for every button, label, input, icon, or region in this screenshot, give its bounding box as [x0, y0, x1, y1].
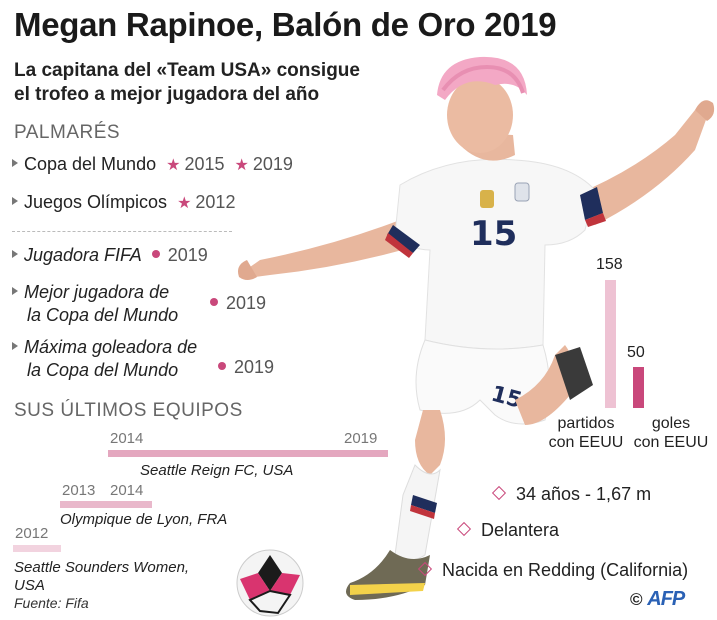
team-bar-sounders — [13, 545, 61, 552]
palmares-divider — [12, 231, 232, 232]
team-start-year: 2014 — [110, 430, 144, 447]
dot-icon — [210, 298, 218, 307]
fact-text: Nacida en Redding (California) — [442, 560, 689, 580]
diamond-icon — [417, 562, 433, 577]
team-bar-seattle-reign — [108, 450, 388, 457]
diamond-icon — [491, 486, 507, 501]
subtitle-line-2: el trofeo a mejor jugadora del año — [14, 84, 320, 105]
player-photo: 15 15 — [238, 56, 715, 600]
football-graphic — [236, 549, 304, 617]
dot-icon — [218, 362, 226, 371]
goals-label-line-1: goles — [651, 415, 691, 432]
afp-logo: AFP — [647, 588, 685, 610]
award-year-wrap: 2019 — [200, 293, 266, 314]
team-end-year: 2019 — [344, 430, 378, 447]
goals-label: goles con EEUU — [628, 414, 714, 452]
award-row-best-player: Mejor jugadora de — [12, 282, 169, 303]
award-row-top-scorer: Máxima goleadora de — [12, 337, 197, 358]
diamond-icon — [456, 522, 472, 537]
team-name: Seattle Sounders Women, — [14, 559, 190, 576]
subtitle-line-1: La capitana del «Team USA» consigue — [14, 60, 360, 81]
fact-age-height: 34 años - 1,67 m — [491, 484, 652, 505]
bullet-triangle-icon — [12, 250, 18, 259]
page-title: Megan Rapinoe, Balón de Oro 2019 — [14, 6, 557, 43]
palmares-year: 2012 — [195, 192, 236, 212]
matches-label-line-1: partidos — [557, 415, 615, 432]
star-icon: ★ — [166, 157, 181, 174]
bullet-triangle-icon — [12, 342, 18, 351]
goals-label-line-2: con EEUU — [633, 434, 709, 451]
fact-birthplace: Nacida en Redding (California) — [417, 560, 689, 581]
palmares-year: 2019 — [252, 154, 293, 174]
team-start-year: 2013 — [62, 482, 96, 499]
award-year: 2019 — [167, 245, 208, 265]
palmares-label: Copa del Mundo — [24, 154, 157, 174]
team-end-year: 2014 — [110, 482, 144, 499]
dot-icon — [151, 250, 160, 259]
source-note: Fuente: Fifa — [14, 595, 89, 611]
award-label: Máxima goleadora de — [24, 337, 198, 357]
award-year: 2019 — [234, 357, 275, 377]
matches-value: 158 — [596, 256, 623, 273]
palmares-year: 2015 — [184, 154, 225, 174]
matches-bar — [605, 280, 616, 408]
star-icon: ★ — [177, 195, 192, 212]
team-bar-lyon — [60, 501, 152, 508]
palmares-label: Juegos Olímpicos — [24, 192, 168, 212]
copyright-symbol: © — [630, 590, 643, 609]
palmares-heading: PALMARÉS — [14, 122, 121, 143]
matches-label-line-2: con EEUU — [548, 434, 624, 451]
svg-text:15: 15 — [470, 214, 517, 254]
fact-text: Delantera — [481, 520, 560, 540]
team-name-line-2: USA — [14, 577, 45, 594]
award-year-wrap: 2019 — [208, 357, 274, 378]
award-label: Mejor jugadora de — [24, 282, 170, 302]
award-row-fifa: Jugadora FIFA 2019 — [12, 245, 208, 266]
teams-heading: SUS ÚLTIMOS EQUIPOS — [14, 400, 243, 421]
award-label: Jugadora FIFA — [24, 245, 142, 265]
fact-text: 34 años - 1,67 m — [516, 484, 652, 504]
palmares-row-world-cup: Copa del Mundo ★ 2015 ★ 2019 — [12, 154, 293, 175]
bullet-triangle-icon — [12, 197, 18, 206]
palmares-row-olympics: Juegos Olímpicos ★ 2012 — [12, 192, 235, 213]
team-start-year: 2012 — [15, 525, 49, 542]
afp-credit: © AFP — [630, 588, 685, 611]
team-name: Seattle Reign FC, USA — [140, 462, 294, 479]
bullet-triangle-icon — [12, 287, 18, 296]
award-label-line-2: la Copa del Mundo — [27, 305, 179, 325]
fact-position: Delantera — [456, 520, 560, 541]
goals-value: 50 — [627, 344, 645, 361]
award-label-line-2: la Copa del Mundo — [27, 360, 179, 380]
award-year: 2019 — [226, 293, 267, 313]
goals-bar — [633, 367, 644, 408]
bullet-triangle-icon — [12, 159, 18, 168]
star-icon: ★ — [234, 157, 249, 174]
matches-label: partidos con EEUU — [536, 414, 636, 452]
team-name: Olympique de Lyon, FRA — [60, 511, 228, 528]
